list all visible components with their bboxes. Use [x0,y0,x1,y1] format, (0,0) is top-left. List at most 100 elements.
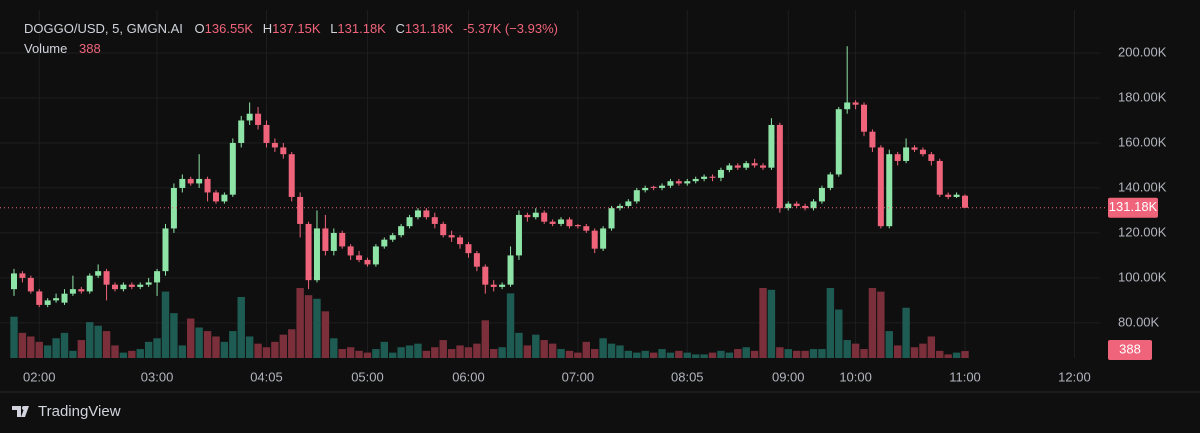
volume-tag [1108,340,1152,360]
volume-bar [624,350,633,358]
volume-bar [313,298,321,358]
candle-body [768,124,775,168]
volume-bar [548,343,557,358]
candle-body [616,205,623,209]
candle-body [549,221,556,224]
candle-body [111,284,118,290]
volume-bar [843,340,851,358]
volume-bar [708,352,717,358]
candle-body [675,181,682,184]
candle-body [869,131,876,148]
volume-bar [170,313,178,358]
volume-bar [288,329,296,358]
volume-bar [835,309,843,358]
candle-body [743,163,750,168]
candle-body [911,147,918,150]
volume-bar [717,350,725,358]
volume-bar [666,352,675,358]
volume-bar [616,345,624,358]
candle-body [187,178,194,184]
volume-bar [700,354,708,358]
volume-bar [725,352,734,358]
volume-bar [750,350,759,358]
volume-bar [961,351,969,358]
volume-bar [187,318,195,358]
candle-body [221,194,228,202]
volume-bar [10,316,18,358]
volume-bar [161,291,170,358]
candle-body [751,163,758,166]
volume-bar [18,332,27,358]
volume-bar [590,349,599,358]
candle-body [524,214,531,218]
volume-bar [363,352,372,358]
candle-body [431,217,438,224]
x-tick-label: 07:00 [562,369,595,384]
volume-bar [338,349,346,358]
y-tick-label: 200.00K [1118,44,1167,59]
candle-body [95,271,102,276]
volume-bar [447,349,456,358]
volume-bar [641,350,649,358]
volume-bar [734,349,742,358]
volume-bar [262,347,271,358]
candle-body [27,277,34,292]
volume-bar [683,352,691,358]
candle-body [372,246,379,265]
candle-body [532,212,539,218]
candle-body [793,203,800,206]
candle-body [465,244,472,254]
volume-bar [523,345,532,358]
x-tick-label: 08:05 [671,369,704,384]
volume-bar [136,349,144,358]
volume-tag-label: 388 [1119,341,1141,356]
volume-bar [220,341,229,358]
candle-body [120,284,127,290]
volume-bar [792,350,801,358]
candle-body [701,176,708,179]
volume-bar [860,349,868,358]
volume-bar [877,291,885,358]
volume-bar [481,320,490,358]
candle-body [86,275,93,292]
volume-bar [94,325,102,358]
candle-body [650,186,657,188]
candle-body [827,174,834,188]
candle-body [170,187,177,229]
volume-bar [245,336,254,358]
candle-body [818,187,825,202]
volume-bar [431,347,439,358]
x-tick-label: 05:00 [351,369,384,384]
volume-bar [490,349,498,358]
volume-bar [212,336,220,358]
candle-body [482,266,489,285]
volume-bar [582,341,590,358]
last-price-label: 131.18K [1109,199,1158,214]
volume-bar [464,347,473,358]
logo: TradingView [12,403,121,420]
volume-bar [456,345,464,358]
candle-body [398,226,405,236]
candle-body [608,208,615,229]
volume-bar [237,296,245,358]
volume-bar [414,343,422,358]
x-tick-label: 03:00 [141,369,174,384]
candle-body [473,253,480,267]
volume-bar [809,349,818,358]
volume-bar [801,350,809,358]
open-value: 136.55K [205,21,254,36]
volume-bar [473,343,481,358]
candle-body [633,190,640,202]
high-prefix: H [263,21,272,36]
y-tick-label: 100.00K [1118,269,1167,284]
symbol: DOGGO/USD, 5, GMGN.AI [24,21,183,36]
y-tick-label: 180.00K [1118,89,1167,104]
volume-bar [658,349,666,358]
candle-body [760,165,767,168]
candle-body [229,142,236,195]
volume-bar [776,347,784,358]
volume-bar [35,341,43,358]
candle-body [406,217,413,227]
volume-header: Volume 388 [24,41,101,56]
